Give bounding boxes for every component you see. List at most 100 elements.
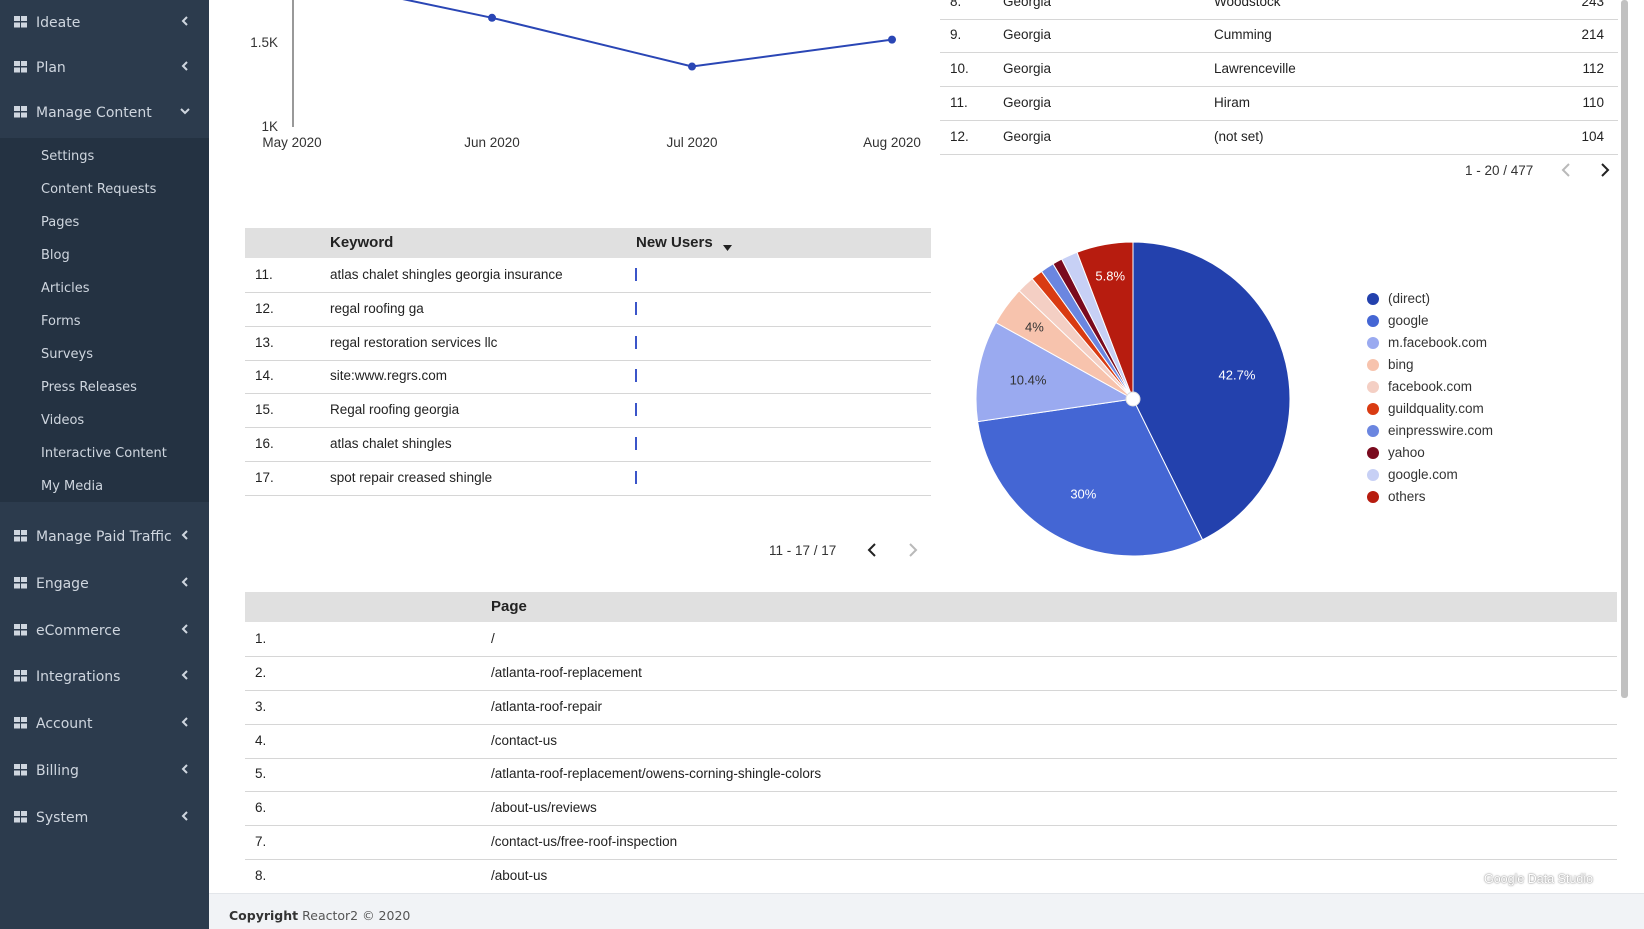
keyword-next-page-icon[interactable] <box>908 543 918 560</box>
keyword-column-header[interactable]: Keyword <box>330 234 394 251</box>
pie-slice[interactable] <box>1132 241 1291 541</box>
prev-page-icon[interactable] <box>1561 163 1571 180</box>
geo-row-city: Lawrenceville <box>1214 61 1296 76</box>
page-row-divider <box>245 859 1617 860</box>
legend-item[interactable]: einpresswire.com <box>1367 423 1493 438</box>
page-row-index: 1. <box>255 631 267 646</box>
submenu-item-articles[interactable]: Articles <box>41 281 90 296</box>
keyword-row-index: 16. <box>255 436 274 451</box>
pie-slice[interactable] <box>975 321 1135 423</box>
legend-item[interactable]: google.com <box>1367 467 1458 482</box>
keyword-row-index: 11. <box>255 267 273 282</box>
submenu-item-interactive-content[interactable]: Interactive Content <box>41 446 167 461</box>
keyword-row-divider <box>245 495 931 496</box>
sidebar-item-label: Integrations <box>36 669 121 685</box>
legend-label: einpresswire.com <box>1388 423 1494 438</box>
geo-row-divider <box>940 154 1618 155</box>
chevron-left-icon <box>179 60 191 72</box>
submenu-item-forms[interactable]: Forms <box>41 314 81 329</box>
geo-row-city: Hiram <box>1214 95 1250 110</box>
page-row-divider <box>245 791 1617 792</box>
line-series <box>402 0 893 68</box>
x-tick-label: Jun 2020 <box>464 135 520 150</box>
geo-row-region: Georgia <box>1003 0 1052 9</box>
geo-row-value: 104 <box>1581 129 1604 144</box>
sidebar-item-billing[interactable]: Billing <box>0 748 209 794</box>
keyword-row-text: site:www.regrs.com <box>330 368 448 383</box>
submenu-item-press-releases[interactable]: Press Releases <box>41 380 137 395</box>
sidebar-item-account[interactable]: Account <box>0 701 209 747</box>
geo-row-city: Woodstock <box>1214 0 1281 9</box>
new-users-column-header[interactable]: New Users <box>636 234 713 251</box>
legend-label: guildquality.com <box>1388 401 1484 416</box>
page-row-index: 8. <box>255 868 267 883</box>
keyword-row-divider <box>245 461 931 462</box>
legend-item[interactable]: facebook.com <box>1367 379 1472 394</box>
chevron-left-icon <box>179 716 191 728</box>
keyword-row-divider <box>245 360 931 361</box>
chevron-left-icon <box>179 763 191 775</box>
legend-label: google.com <box>1388 467 1458 482</box>
page-row-divider <box>245 724 1617 725</box>
next-page-icon[interactable] <box>1600 163 1610 180</box>
legend-swatch <box>1367 468 1379 481</box>
page-column-header[interactable]: Page <box>491 598 527 615</box>
keyword-row-divider <box>245 292 931 293</box>
google-data-studio-watermark: Google Data Studio <box>1484 872 1594 886</box>
geo-row-region: Georgia <box>1003 129 1052 144</box>
submenu-item-my-media[interactable]: My Media <box>41 479 104 494</box>
submenu-item-videos[interactable]: Videos <box>41 413 85 428</box>
geo-row-value: 110 <box>1582 95 1604 110</box>
pie-data-label: 4% <box>1025 319 1044 334</box>
sidebar-item-system[interactable]: System <box>0 795 209 841</box>
page-row-index: 7. <box>255 834 267 849</box>
legend-item[interactable]: others <box>1367 489 1426 504</box>
grid-icon <box>14 670 27 682</box>
page-scrollbar[interactable] <box>1621 0 1628 698</box>
page-row-path: / <box>491 631 495 646</box>
page-row-index: 3. <box>255 699 267 714</box>
submenu-item-surveys[interactable]: Surveys <box>41 347 93 362</box>
sidebar-item-plan[interactable]: Plan <box>0 45 209 91</box>
sidebar-item-manage-paid-traffic[interactable]: Manage Paid Traffic <box>0 514 209 560</box>
y-tick-label: 1.5K <box>250 35 278 50</box>
keyword-pagination-label: 11 - 17 / 17 <box>769 543 837 558</box>
page-row-path: /about-us/reviews <box>491 800 597 815</box>
geo-row-city: (not set) <box>1214 129 1264 144</box>
legend-item[interactable]: google <box>1367 313 1429 328</box>
page-row-path: /contact-us/free-roof-inspection <box>491 834 678 849</box>
submenu-item-pages[interactable]: Pages <box>41 215 80 230</box>
geo-row-index: 12. <box>950 129 969 144</box>
line-point[interactable] <box>888 35 896 44</box>
chevron-down-icon <box>179 105 191 117</box>
grid-icon <box>14 106 27 118</box>
pie-slice[interactable] <box>977 398 1204 557</box>
sidebar-item-engage[interactable]: Engage <box>0 561 209 607</box>
sidebar-item-integrations[interactable]: Integrations <box>0 654 209 700</box>
legend-label: google <box>1388 313 1429 328</box>
legend-item[interactable]: bing <box>1367 357 1414 372</box>
footer: Copyright Reactor2 © 2020 <box>209 893 1644 929</box>
legend-item[interactable]: guildquality.com <box>1367 401 1484 416</box>
keyword-row-text: atlas chalet shingles <box>330 436 452 451</box>
submenu-item-blog[interactable]: Blog <box>41 248 70 263</box>
submenu-item-content-requests[interactable]: Content Requests <box>41 182 157 197</box>
legend-item[interactable]: yahoo <box>1367 445 1425 460</box>
page-row-path: /contact-us <box>491 733 558 748</box>
line-point[interactable] <box>488 13 496 22</box>
legend-item[interactable]: m.facebook.com <box>1367 335 1487 350</box>
pie-center <box>1125 391 1141 407</box>
geo-row-divider <box>940 19 1618 20</box>
submenu-item-settings[interactable]: Settings <box>41 149 95 164</box>
sidebar-item-ideate[interactable]: Ideate <box>0 0 209 46</box>
keyword-prev-page-icon[interactable] <box>867 543 877 560</box>
legend-label: (direct) <box>1388 291 1431 306</box>
sidebar-item-ecommerce[interactable]: eCommerce <box>0 608 209 654</box>
pie-slice[interactable] <box>1076 241 1134 400</box>
legend-swatch <box>1367 490 1379 503</box>
copyright: Copyright Reactor2 © 2020 <box>229 908 410 923</box>
legend-item[interactable]: (direct) <box>1367 291 1430 306</box>
geo-row-city: Cumming <box>1214 27 1272 42</box>
sidebar-item-manage-content[interactable]: Manage Content <box>0 90 209 136</box>
line-point[interactable] <box>688 62 696 71</box>
